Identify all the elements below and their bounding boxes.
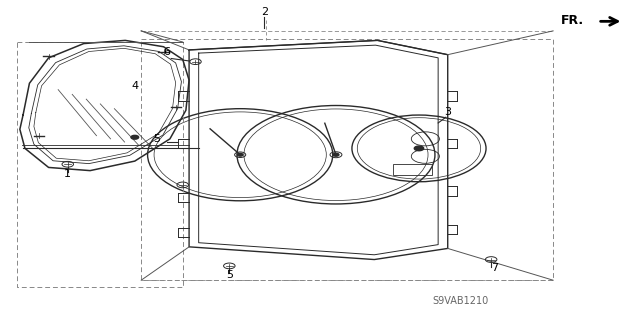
Circle shape <box>414 146 424 151</box>
Text: 1: 1 <box>64 169 71 179</box>
Text: FR.: FR. <box>561 14 584 27</box>
Text: 3: 3 <box>445 107 452 117</box>
Text: 7: 7 <box>491 263 498 273</box>
Text: 4: 4 <box>131 81 138 92</box>
Circle shape <box>131 135 139 139</box>
Circle shape <box>237 153 243 156</box>
Text: 6: 6 <box>164 47 170 57</box>
Text: S9VAB1210: S9VAB1210 <box>433 296 488 306</box>
Bar <box>394 164 432 175</box>
Text: 5: 5 <box>226 270 233 280</box>
Circle shape <box>333 153 339 156</box>
Text: 5: 5 <box>154 134 161 144</box>
Text: 2: 2 <box>261 7 268 17</box>
